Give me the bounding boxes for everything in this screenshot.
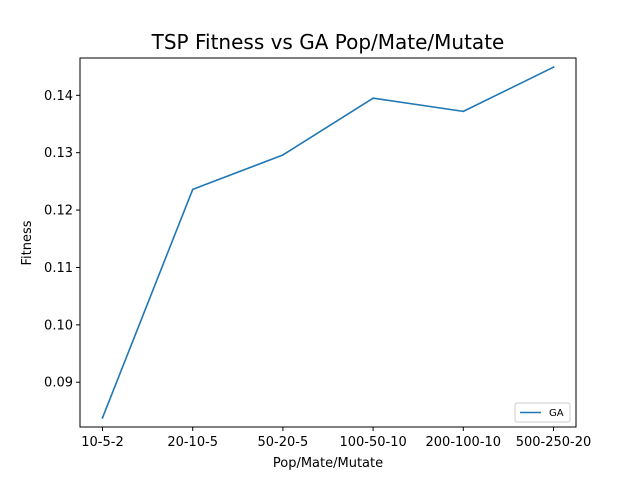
y-tick-label-4: 0.13 xyxy=(44,146,73,161)
plot-area xyxy=(101,66,555,419)
legend: GA xyxy=(514,402,571,423)
x-tick-label-3: 100-50-10 xyxy=(339,435,406,450)
y-axis-label: Fitness xyxy=(20,220,35,265)
data-point-0-5 xyxy=(552,66,555,69)
chart-title: TSP Fitness vs GA Pop/Mate/Mutate xyxy=(151,30,505,54)
y-tick-label-5: 0.14 xyxy=(44,89,73,104)
data-point-0-1 xyxy=(191,188,194,191)
legend-label-0: GA xyxy=(549,408,564,419)
x-tick-label-0: 10-5-2 xyxy=(81,435,123,450)
data-point-0-0 xyxy=(101,416,104,419)
y-tick-label-2: 0.11 xyxy=(44,261,73,276)
x-axis-ticks: 10-5-2 20-10-5 50-20-5 100-50-10 200-100-10 5… xyxy=(81,427,591,450)
series-line-0 xyxy=(101,66,555,419)
y-tick-label-3: 0.12 xyxy=(44,204,73,219)
data-point-0-4 xyxy=(462,110,465,113)
x-tick-label-2: 50-20-5 xyxy=(258,435,309,450)
data-point-0-2 xyxy=(282,154,284,156)
y-tick-label-0: 0.09 xyxy=(44,376,73,391)
data-point-0-3 xyxy=(372,97,374,100)
y-axis-ticks: 0.09 0.10 0.11 0.12 0.13 0.14 xyxy=(44,89,80,391)
y-tick-label-1: 0.10 xyxy=(44,318,73,333)
x-tick-label-4: 200-100-10 xyxy=(426,435,502,450)
legend-box xyxy=(514,402,571,423)
x-axis-label: Pop/Mate/Mutate xyxy=(273,456,383,471)
axes-frame xyxy=(79,57,577,428)
x-tick-label-1: 20-10-5 xyxy=(167,435,218,450)
x-tick-label-5: 500-250-20 xyxy=(516,435,592,450)
